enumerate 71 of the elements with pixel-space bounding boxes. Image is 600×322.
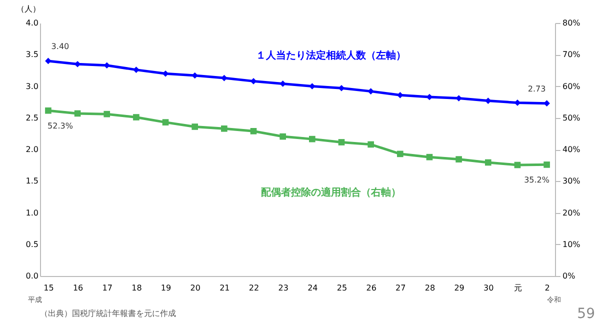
point [514,162,521,168]
x-tick-label: 元 [514,284,522,292]
x-tick-label: 21 [220,284,230,292]
point [456,156,462,162]
point [133,114,140,120]
x-tick-label: 22 [248,284,260,292]
y2-tick-label: 50% [562,113,581,122]
text: 59 [577,306,595,322]
data-label: 3.40 [51,42,70,51]
x-tick-label: 30 [484,284,494,292]
y-tick-label: 3.5 [26,50,38,60]
x-tick-label: 2 [544,284,550,292]
x-tick-label: 27 [396,284,406,292]
point [45,58,52,64]
point [104,62,110,69]
point [250,78,257,84]
point [514,100,521,106]
data-label: 2.73 [528,84,546,94]
y2-tick-label: 70% [562,50,581,60]
x-tick-label: 24 [308,284,318,292]
y2-tick-label: 30% [562,176,581,186]
x-tick-label: 17 [102,284,112,292]
point [74,110,81,117]
point [250,128,257,134]
point [162,119,169,126]
x-tick-label: 20 [190,284,200,292]
y-tick-label: 2.0 [26,145,38,154]
y-tick-label: 4.0 [26,18,38,28]
point [45,107,52,114]
point [484,98,492,104]
series-label: １人当たり法定相続人数（左軸） [256,49,406,62]
x-tick-label: 28 [424,284,436,292]
point [338,84,345,92]
point [484,159,492,166]
data-label: 52.3% [48,122,74,131]
y-tick-label: 0.0 [26,272,38,280]
y-tick-label: 1.5 [26,176,38,186]
x-tick-label: 25 [336,284,348,292]
point [544,162,550,168]
y-tick-label: 1.0 [26,208,38,218]
point [309,136,316,142]
y2-tick-label: 10% [562,240,581,249]
point [396,92,404,98]
y2-tick-label: 0% [562,272,576,280]
data-label: 35.2% [524,176,550,185]
y-tick-label: 2.5 [26,113,38,122]
x-tick-label: 23 [278,284,288,292]
point [192,124,198,130]
y-tick-label: 3.0 [26,82,38,91]
point [338,139,345,146]
x-tick-label: 29 [454,284,464,292]
x-tick-label: 19 [160,284,172,292]
text: 配偶者控除の適用割合（右軸） [260,186,401,198]
point [368,141,374,148]
y2-tick-label: 40% [562,145,581,154]
y2-tick-label: 20% [562,208,581,218]
text: （出典）国税庁統計年報書を元に作成 [40,309,176,318]
point [221,125,228,132]
y2-tick-label: 60% [562,82,581,91]
x-tick-label: 16 [72,284,84,292]
point [396,150,404,158]
y-tick-label: 0.5 [26,240,38,249]
point [221,74,228,82]
x-tick-label: 15 [44,284,54,292]
x-tick-label: 18 [132,284,142,292]
point [426,154,433,160]
y2-tick-label: 80% [562,18,581,28]
y-axis-title: （人） [16,4,40,14]
point [280,133,286,140]
x-tick-label: 26 [366,284,376,292]
point [104,110,110,118]
